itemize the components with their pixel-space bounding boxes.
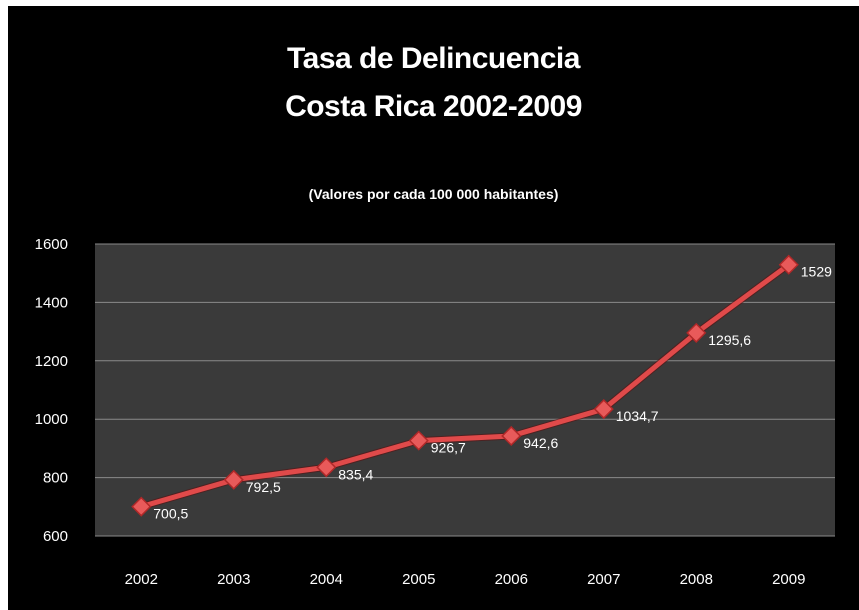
x-tick-label: 2007: [587, 571, 620, 588]
data-point-marker: [778, 254, 799, 275]
data-point-marker: [501, 425, 522, 447]
x-tick-label: 2002: [125, 571, 158, 588]
data-label: 1034,7: [616, 408, 659, 424]
y-tick-label: 1200: [35, 353, 68, 370]
data-label: 792,5: [246, 479, 281, 495]
x-tick-label: 2003: [217, 571, 250, 588]
data-point-marker: [131, 496, 152, 517]
data-label: 835,4: [338, 466, 373, 482]
x-tick-label: 2005: [402, 571, 435, 588]
data-point-marker: [686, 322, 707, 343]
data-point-marker: [408, 430, 429, 451]
chart-subtitle: (Valores por cada 100 000 habitantes): [308, 186, 559, 202]
data-label: 926,7: [431, 440, 466, 456]
x-tick-label: 2004: [310, 571, 343, 588]
x-tick-label: 2008: [680, 571, 713, 588]
y-tick-label: 1400: [35, 294, 68, 311]
x-tick-label: 2006: [495, 571, 528, 588]
chart-frame: Tasa de Delincuencia Costa Rica 2002-200…: [8, 6, 859, 610]
data-point-marker: [223, 469, 244, 490]
y-tick-label: 800: [43, 470, 68, 487]
chart-title: Tasa de Delincuencia: [287, 42, 580, 75]
data-label: 942,6: [523, 435, 558, 451]
data-label: 700,5: [153, 506, 188, 522]
y-tick-label: 1000: [35, 411, 68, 428]
data-label: 1295,6: [708, 332, 751, 348]
data-label: 1529: [801, 264, 832, 280]
y-tick-label: 1600: [35, 236, 68, 253]
y-tick-label: 600: [43, 528, 68, 545]
chart-title-line2: Costa Rica 2002-2009: [285, 90, 582, 123]
line-chart: 600 800 1000 1200 1400 1600 2002 2003 2004 2005 20…: [35, 236, 835, 588]
x-tick-label: 2009: [772, 571, 805, 588]
series-line: [140, 262, 791, 510]
data-point-marker: [593, 399, 614, 420]
plot-area: [95, 244, 835, 536]
data-point-marker: [316, 457, 337, 478]
